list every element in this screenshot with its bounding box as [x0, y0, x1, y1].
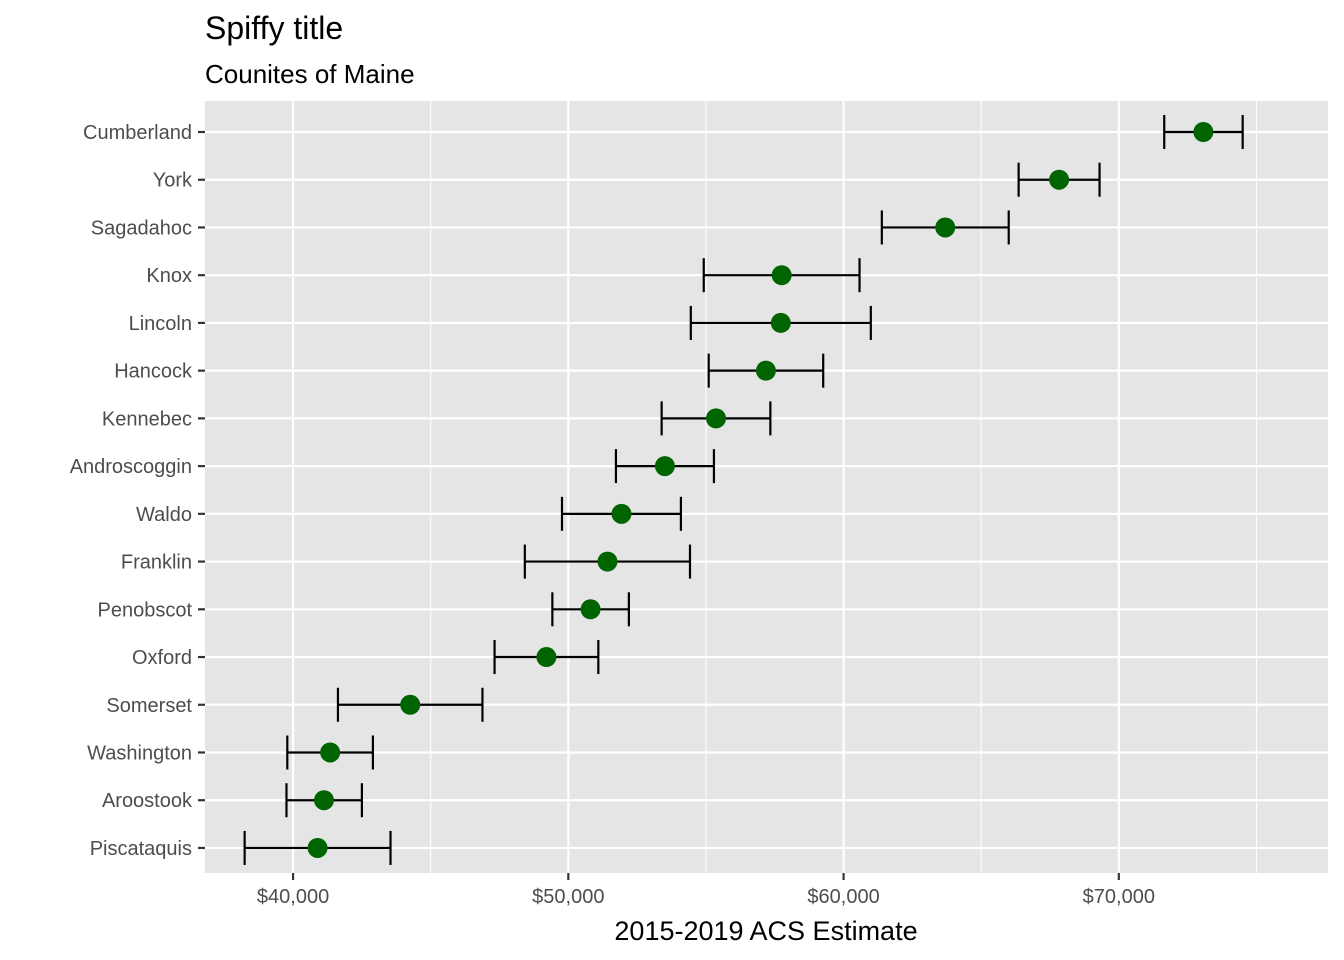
estimate-point — [935, 217, 956, 238]
y-tick-label: Androscoggin — [70, 456, 192, 478]
estimate-point — [400, 694, 421, 715]
x-tick-label: $40,000 — [257, 886, 329, 908]
x-tick-label: $50,000 — [532, 886, 604, 908]
estimate-point — [770, 312, 791, 333]
y-tick-label: Knox — [146, 265, 192, 287]
plot-panel — [205, 101, 1328, 873]
estimate-point — [654, 456, 675, 477]
data-marks — [243, 115, 1244, 865]
y-tick-label: Sagadahoc — [91, 217, 192, 239]
y-tick-label: Oxford — [132, 647, 192, 669]
y-tick-label: Waldo — [136, 504, 192, 526]
estimate-point — [1049, 169, 1070, 190]
y-tick-label: Cumberland — [83, 122, 192, 144]
chart-subtitle: Counites of Maine — [205, 59, 415, 89]
x-tick-label: $60,000 — [807, 886, 879, 908]
axes: Cumberland York Sagadahoc Knox Lincoln Hancoc… — [70, 122, 1155, 908]
y-tick-label: Franklin — [121, 552, 192, 574]
estimate-point — [611, 503, 632, 524]
y-tick-label: Aroostook — [102, 790, 193, 812]
estimate-point — [536, 647, 557, 668]
chart-title: Spiffy title — [205, 10, 343, 46]
estimate-point — [313, 790, 334, 811]
y-tick-label: York — [153, 170, 193, 192]
y-tick-label: Somerset — [106, 695, 192, 717]
estimate-point — [320, 742, 341, 763]
estimate-point — [771, 265, 792, 286]
y-tick-label: Piscataquis — [90, 838, 192, 860]
x-tick-label: $70,000 — [1083, 886, 1155, 908]
y-tick-label: Kennebec — [102, 408, 192, 430]
y-tick-label: Hancock — [114, 361, 193, 383]
estimate-point — [307, 837, 328, 858]
estimate-point — [1193, 122, 1214, 142]
estimate-point — [755, 360, 776, 381]
x-axis-title: 2015-2019 ACS Estimate — [614, 916, 917, 946]
y-tick-label: Washington — [87, 742, 192, 764]
y-tick-label: Lincoln — [129, 313, 192, 335]
estimate-point — [705, 408, 726, 429]
estimate-point — [580, 599, 601, 620]
estimate-point — [597, 551, 618, 572]
y-tick-label: Penobscot — [97, 599, 192, 621]
